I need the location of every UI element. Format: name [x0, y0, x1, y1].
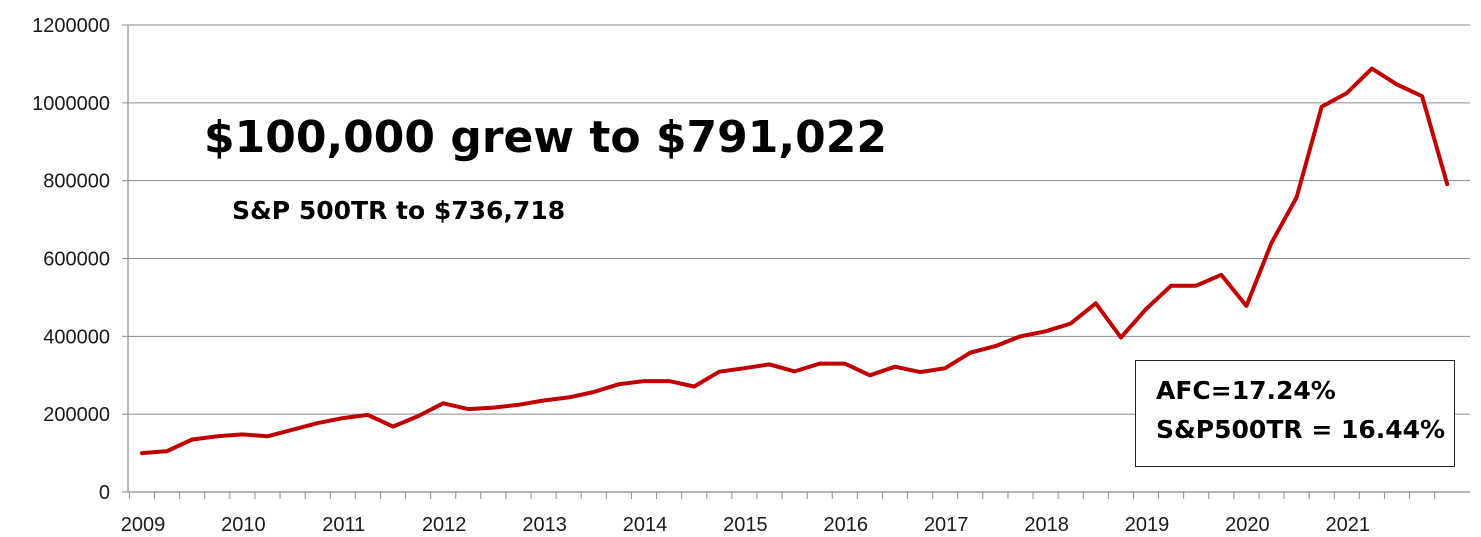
data-point: [818, 362, 821, 365]
x-tick-label: 2020: [1225, 514, 1270, 536]
x-tick-label: 2017: [924, 514, 969, 536]
data-point: [1220, 273, 1223, 277]
data-point: [768, 363, 771, 366]
data-point: [893, 365, 897, 368]
data-point: [165, 449, 169, 453]
x-tick-label: 2012: [422, 514, 467, 536]
data-point: [366, 413, 370, 417]
data-point: [191, 438, 194, 441]
data-point: [542, 399, 545, 402]
data-point: [316, 421, 319, 425]
returns-box: AFC=17.24% S&P500TR = 16.44%: [1135, 360, 1455, 467]
data-point: [391, 425, 395, 428]
data-point: [1169, 284, 1173, 287]
data-point: [592, 390, 595, 394]
x-tick-label: 2014: [623, 514, 668, 536]
data-point: [567, 396, 570, 399]
x-tick-label: 2019: [1125, 514, 1170, 536]
y-tick-label: 600000: [43, 249, 110, 271]
data-point: [341, 416, 344, 420]
data-point: [1270, 241, 1273, 245]
benchmark-annotation: S&P 500TR to $736,718: [232, 196, 566, 225]
x-tick-label: 2009: [121, 514, 166, 536]
data-point: [843, 362, 846, 365]
y-tick-label: 1200000: [32, 15, 110, 37]
plot-area: [140, 66, 1450, 456]
x-tick-label: 2016: [824, 514, 869, 536]
data-point: [693, 385, 696, 388]
data-point: [1446, 182, 1449, 186]
data-point: [718, 370, 721, 373]
y-tick-label: 1000000: [32, 93, 110, 115]
y-tick-label: 0: [99, 482, 110, 504]
x-axis: 2009 2010 2011 2012 2013 2014 2015 2016 2017 2018…: [121, 491, 1470, 536]
data-point: [617, 383, 621, 386]
data-point: [291, 428, 294, 431]
data-point: [944, 367, 947, 370]
data-point: [1019, 335, 1022, 338]
data-point: [1044, 330, 1047, 333]
headline-annotation: $100,000 grew to $791,022: [204, 112, 887, 163]
data-point: [1370, 67, 1374, 70]
data-point: [266, 435, 269, 438]
data-point: [1094, 302, 1098, 305]
sp500tr-return-label: S&P500TR = 16.44%: [1156, 415, 1446, 444]
data-point: [793, 370, 796, 373]
data-point: [1320, 105, 1323, 108]
data-point: [969, 351, 972, 354]
x-tick-label: 2011: [322, 514, 365, 536]
data-point: [1195, 284, 1198, 287]
data-point: [1420, 95, 1424, 98]
data-point: [642, 379, 646, 383]
data-point: [743, 367, 746, 370]
data-point: [667, 379, 671, 383]
data-point: [1345, 91, 1349, 95]
data-point: [467, 407, 470, 411]
data-point: [868, 374, 872, 377]
x-tick-label: 2013: [522, 514, 567, 536]
data-point: [492, 406, 495, 409]
data-point: [1245, 304, 1248, 308]
data-point: [1144, 307, 1148, 311]
y-tick-label: 200000: [43, 404, 110, 426]
data-point: [241, 433, 244, 436]
data-point: [216, 435, 219, 438]
x-tick-label: 2010: [221, 514, 266, 536]
data-point: [1395, 83, 1399, 86]
x-tick-label: 2021: [1326, 514, 1371, 536]
data-point: [1069, 322, 1072, 325]
y-axis: 0 200000 400000 600000 800000 1000000 1200000: [32, 15, 129, 504]
data-point: [1119, 336, 1123, 339]
x-tick-label: 2018: [1024, 514, 1069, 536]
data-point: [918, 370, 922, 374]
y-tick-label: 400000: [43, 326, 110, 348]
y-tick-label: 800000: [43, 171, 110, 193]
afc-return-label: AFC=17.24%: [1156, 376, 1336, 405]
data-point: [416, 414, 420, 418]
data-point: [442, 402, 445, 405]
data-point: [517, 403, 520, 407]
data-point: [994, 344, 997, 348]
data-point: [140, 451, 144, 455]
x-tick-label: 2015: [723, 514, 768, 536]
data-point: [1295, 196, 1298, 199]
